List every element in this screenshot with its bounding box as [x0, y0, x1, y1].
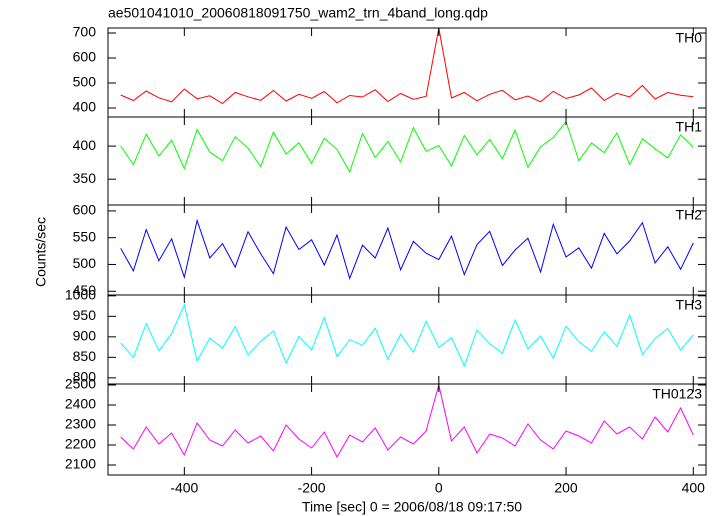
data-line [120, 218, 694, 280]
y-axis-label: Counts/sec [33, 217, 49, 287]
x-tick-label: 0 [435, 480, 443, 496]
y-tick-label: 2300 [65, 416, 96, 432]
data-line [120, 120, 694, 174]
y-tick-label: 500 [73, 74, 97, 90]
y-tick-label: 600 [73, 202, 97, 218]
panel-frame [107, 27, 707, 118]
y-tick-label: 950 [73, 307, 97, 323]
x-tick-label: 400 [682, 480, 706, 496]
y-tick-label: 350 [73, 170, 97, 186]
panel-label: TH0123 [652, 386, 702, 402]
panel-label: TH1 [676, 119, 703, 135]
data-line [120, 384, 694, 459]
y-tick-label: 850 [73, 348, 97, 364]
y-tick-label: 400 [73, 137, 97, 153]
y-tick-label: 1000 [65, 287, 96, 303]
panel-label: TH3 [676, 297, 703, 313]
x-tick-label: 200 [554, 480, 578, 496]
y-tick-label: 500 [73, 255, 97, 271]
panel-frame [107, 294, 707, 385]
x-axis-label: Time [sec] 0 = 2006/08/18 09:17:50 [302, 499, 522, 515]
data-line [120, 28, 694, 105]
y-tick-label: 450 [73, 282, 97, 298]
panel-label: TH0 [676, 30, 703, 46]
x-tick-label: -200 [298, 480, 326, 496]
x-tick-label: -400 [170, 480, 198, 496]
y-tick-label: 400 [73, 99, 97, 115]
y-tick-label: 2500 [65, 376, 96, 392]
panel-frame [107, 204, 707, 296]
y-tick-label: 600 [73, 49, 97, 65]
panel-frame [107, 383, 707, 476]
panel-label: TH2 [676, 207, 703, 223]
data-line [120, 303, 694, 368]
y-tick-label: 800 [73, 369, 97, 385]
chart-title: ae501041010_20060818091750_wam2_trn_4ban… [108, 5, 488, 21]
y-tick-label: 2100 [65, 456, 96, 472]
y-tick-label: 550 [73, 228, 97, 244]
y-tick-label: 2400 [65, 396, 96, 412]
y-tick-label: 700 [73, 24, 97, 40]
y-tick-label: 900 [73, 328, 97, 344]
y-tick-label: 2200 [65, 436, 96, 452]
